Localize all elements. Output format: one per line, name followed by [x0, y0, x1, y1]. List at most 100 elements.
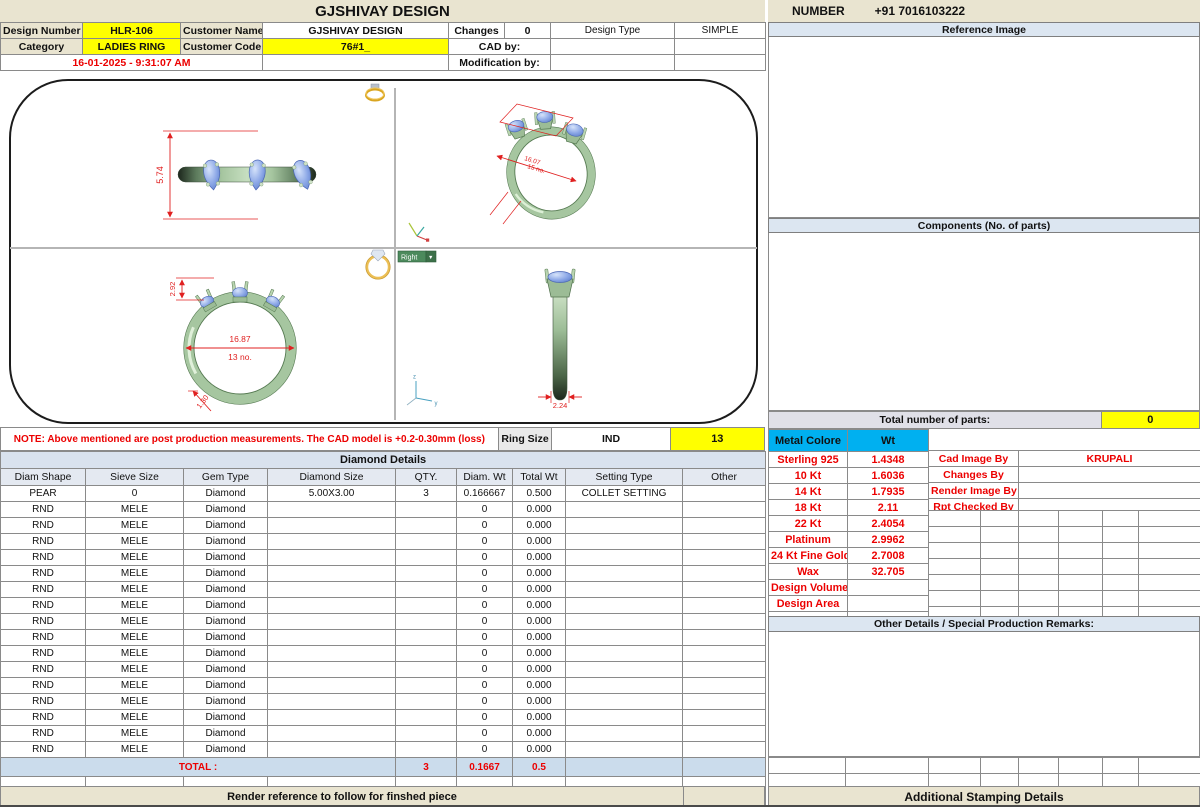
- table-cell: RND: [0, 533, 86, 550]
- design-number-label: Design Number: [0, 22, 83, 39]
- table-cell: 0.000: [512, 581, 566, 598]
- cad-by-label: CAD by:: [448, 38, 551, 55]
- table-cell: Diamond: [183, 693, 268, 710]
- table-cell: 0: [456, 709, 513, 726]
- table-cell: [395, 549, 457, 566]
- table-row: Category LADIES RING Customer Code 76#1_…: [0, 38, 766, 55]
- table-cell: Diamond: [183, 597, 268, 614]
- category-label: Category: [0, 38, 83, 55]
- table-cell: 0.000: [512, 613, 566, 630]
- table-cell: RND: [0, 501, 86, 518]
- table-cell: [565, 549, 683, 566]
- table-cell: [395, 597, 457, 614]
- table-cell: RND: [0, 661, 86, 678]
- header-info-table: Design Number HLR-106 Customer Name GJSH…: [0, 22, 766, 71]
- table-row: RND MELE Diamond 0 0.000: [0, 661, 767, 678]
- table-cell: 1.4348: [847, 451, 929, 468]
- col-gem-type: Gem Type: [183, 468, 268, 486]
- table-cell: Diamond: [183, 533, 268, 550]
- table-cell: 0.000: [512, 549, 566, 566]
- table-cell: 10 Kt: [768, 467, 848, 484]
- table-cell: 0.000: [512, 597, 566, 614]
- table-cell: MELE: [85, 693, 184, 710]
- dim-front-diameter: 16.87: [229, 334, 251, 344]
- table-row: Wax 32.705: [768, 563, 929, 580]
- table-cell: Diamond: [183, 725, 268, 742]
- col-sieve-size: Sieve Size: [85, 468, 184, 486]
- table-cell: 0: [456, 677, 513, 694]
- number-label: NUMBER: [792, 4, 845, 18]
- table-cell: 5.00X3.00: [267, 485, 396, 502]
- table-cell: 0: [456, 741, 513, 758]
- table-cell: 1.7935: [847, 483, 929, 500]
- table-cell: [681, 677, 767, 694]
- changes-label: Changes: [448, 22, 505, 39]
- table-cell: [395, 709, 457, 726]
- contact-bar: NUMBER +91 7016103222: [768, 0, 1200, 22]
- category-value: LADIES RING: [82, 38, 181, 55]
- dim-front-size-no: 13 no.: [228, 352, 252, 362]
- table-cell: [565, 581, 683, 598]
- table-cell: [681, 533, 767, 550]
- table-cell: [565, 741, 683, 758]
- col-qty: QTY.: [395, 468, 457, 486]
- table-row: Platinum 2.9962: [768, 531, 929, 548]
- table-cell: [565, 661, 683, 678]
- dim-shank-width: 2.24: [553, 401, 568, 410]
- table-cell: Diamond: [183, 517, 268, 534]
- design-type-value: SIMPLE: [674, 22, 766, 39]
- table-cell: 0.166667: [456, 485, 513, 502]
- table-cell: [681, 517, 767, 534]
- render-footer: Render reference to follow for finshed p…: [0, 786, 765, 805]
- col-total-wt: Total Wt: [512, 468, 566, 486]
- table-cell: 3: [395, 485, 457, 502]
- table-cell: 0: [456, 629, 513, 646]
- customer-name-label: Customer Name: [180, 22, 263, 39]
- svg-text:z: z: [413, 375, 416, 381]
- table-cell: [681, 709, 767, 726]
- table-cell: MELE: [85, 725, 184, 742]
- table-cell: PEAR: [0, 485, 86, 502]
- table-cell: [267, 693, 396, 710]
- dim-persp-diameter: 16.07: [523, 155, 541, 167]
- table-row: RND MELE Diamond 0 0.000: [0, 581, 767, 598]
- table-cell: Diamond: [183, 677, 268, 694]
- table-row: RND MELE Diamond 0 0.000: [0, 597, 767, 614]
- diamond-details-header-row: Diam Shape Sieve Size Gem Type Diamond S…: [0, 468, 767, 486]
- table-row: RND MELE Diamond 0 0.000: [0, 517, 767, 534]
- table-cell: [681, 661, 767, 678]
- metal-wt-header: Wt: [847, 429, 929, 452]
- table-cell: 0: [456, 581, 513, 598]
- table-row: RND MELE Diamond 0 0.000: [0, 613, 767, 630]
- total-wt: 0.5: [512, 757, 566, 777]
- table-row: Render Image By: [928, 482, 1200, 499]
- table-cell: [267, 565, 396, 582]
- table-cell: [267, 501, 396, 518]
- table-cell: [681, 549, 767, 566]
- view-front: 16.87 13 no. 2.92 1.30: [168, 277, 297, 412]
- table-cell: [395, 533, 457, 550]
- table-cell: [565, 565, 683, 582]
- view-right-dropdown[interactable]: Right ▼: [397, 250, 437, 263]
- table-row: RND MELE Diamond 0 0.000: [0, 741, 767, 758]
- table-cell: MELE: [85, 565, 184, 582]
- table-cell: 2.9962: [847, 531, 929, 548]
- table-cell: RND: [0, 597, 86, 614]
- table-cell: [267, 597, 396, 614]
- table-cell: [395, 565, 457, 582]
- table-cell: [1018, 466, 1200, 483]
- table-cell: [267, 741, 396, 758]
- table-row: RND MELE Diamond 0 0.000: [0, 677, 767, 694]
- table-cell: [395, 645, 457, 662]
- diamond-details-title-row: Diamond Details: [0, 451, 767, 469]
- table-cell: Diamond: [183, 645, 268, 662]
- table-cell: 0.000: [512, 565, 566, 582]
- table-cell: [267, 533, 396, 550]
- table-cell: Diamond: [183, 485, 268, 502]
- table-cell: [267, 581, 396, 598]
- table-cell: Diamond: [183, 661, 268, 678]
- table-cell: 0.000: [512, 725, 566, 742]
- table-row: Design Area: [768, 595, 929, 612]
- total-label: TOTAL :: [0, 757, 396, 777]
- design-type-label: Design Type: [550, 22, 675, 39]
